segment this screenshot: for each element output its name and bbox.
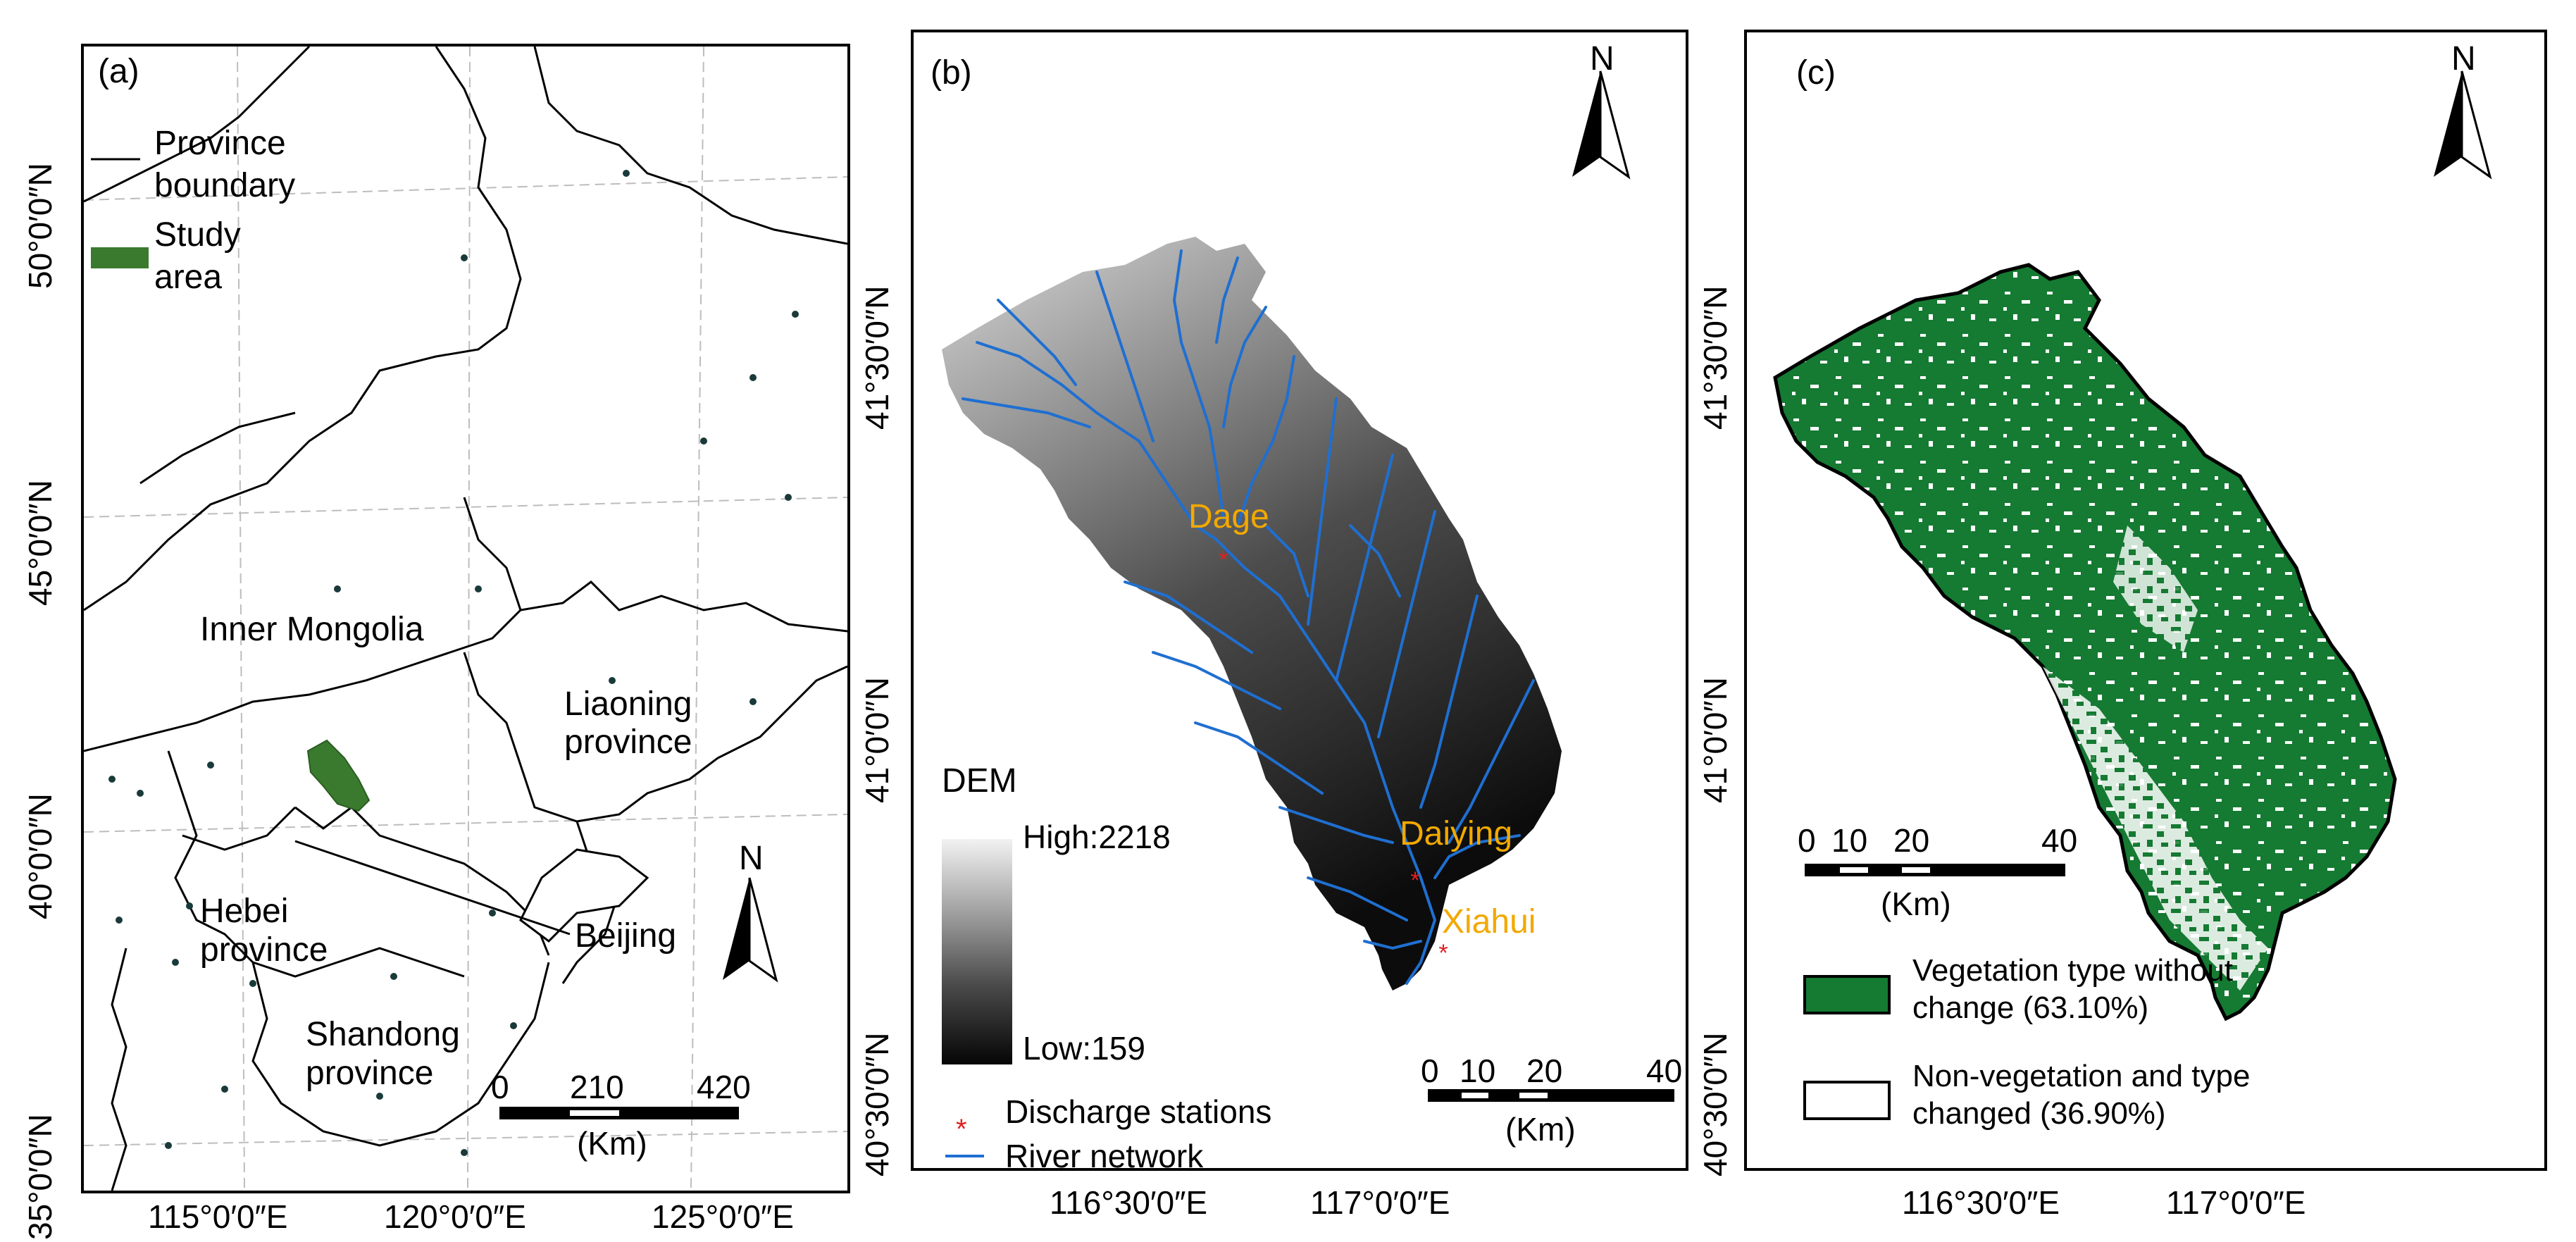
river-network bbox=[962, 249, 1535, 985]
region-shandong-line2: province bbox=[306, 1055, 434, 1092]
svg-text:*: * bbox=[1219, 547, 1228, 573]
city-beijing-label: Beijing bbox=[575, 917, 677, 955]
panel-a-map-drawing bbox=[84, 46, 847, 1191]
scale-bar-b bbox=[1428, 1089, 1674, 1102]
north-arrow-b bbox=[1572, 70, 1631, 180]
station-daiying-label: Daiying bbox=[1400, 815, 1513, 852]
svg-text:*: * bbox=[1410, 867, 1419, 894]
scale-b-tick-1: 10 bbox=[1460, 1052, 1496, 1089]
legend-nonveg-line2: changed (36.90%) bbox=[1912, 1096, 2166, 1131]
legend-vegetation-line1: Vegetation type without bbox=[1912, 953, 2233, 988]
beijing-pointer bbox=[294, 840, 571, 936]
scale-a-tick-0: 0 bbox=[491, 1069, 509, 1105]
legend-nonveg-line1: Non-vegetation and type bbox=[1912, 1059, 2251, 1093]
scale-c-tick-3: 40 bbox=[2041, 822, 2078, 859]
north-arrow-a bbox=[723, 877, 778, 983]
panel-a-map: (a) Province boundary Study area Inner M… bbox=[81, 44, 850, 1193]
panel-c-lat-4130: 41°30′0″N bbox=[1697, 285, 1734, 430]
legend-river-label: River network bbox=[1005, 1138, 1204, 1174]
station-dage-label: Dage bbox=[1188, 498, 1269, 535]
legend-stations-label: Discharge stations bbox=[1005, 1093, 1272, 1130]
city-dots bbox=[108, 170, 799, 1156]
panel-b-lon-11630: 116°30′0″E bbox=[1050, 1184, 1208, 1221]
changed-area-patch-2 bbox=[2113, 526, 2198, 652]
panel-c-lat-4030: 40°30′0″N bbox=[1697, 1032, 1734, 1176]
basin-dem-surface bbox=[942, 237, 1562, 991]
scale-c-tick-0: 0 bbox=[1798, 822, 1816, 859]
dem-legend-bar bbox=[942, 839, 1012, 1064]
changed-area-patch bbox=[2043, 666, 2268, 991]
panel-c-lon-11630: 116°30′0″E bbox=[1902, 1184, 2060, 1221]
panel-a-lon-125: 125°0′0″E bbox=[652, 1198, 794, 1235]
panel-a-graticule bbox=[84, 46, 847, 1191]
legend-vegetation-swatch bbox=[1803, 975, 1891, 1014]
panel-c-map-drawing bbox=[1773, 70, 2492, 1120]
panel-b-lat-4030: 40°30′0″N bbox=[859, 1032, 895, 1176]
panel-c-label: (c) bbox=[1796, 54, 1836, 92]
region-hebei-line2: province bbox=[200, 931, 328, 969]
region-hebei-line1: Hebei bbox=[200, 893, 289, 930]
scale-c-tick-2: 20 bbox=[1893, 822, 1930, 859]
region-shandong-line1: Shandong bbox=[306, 1016, 460, 1053]
panel-a-lon-115: 115°0′0″E bbox=[148, 1198, 288, 1235]
panel-c-lon-11700: 117°0′0″E bbox=[2166, 1184, 2306, 1221]
scale-c-unit: (Km) bbox=[1881, 886, 1951, 922]
scale-bar-a bbox=[499, 1107, 739, 1119]
panel-b-lat-4130: 41°30′0″N bbox=[859, 285, 895, 430]
panel-c-map: (c) N 0 10 20 40 (Km) Vegetation type wi… bbox=[1744, 30, 2547, 1171]
scale-b-tick-2: 20 bbox=[1526, 1052, 1563, 1089]
panel-a-label: (a) bbox=[98, 53, 139, 90]
legend-study-label-line1: Study bbox=[154, 216, 241, 254]
dem-legend-low: Low:159 bbox=[1023, 1030, 1145, 1067]
study-area-polygon bbox=[306, 739, 371, 812]
panel-a-lat-40: 40°0′0″N bbox=[22, 793, 58, 919]
region-inner-mongolia: Inner Mongolia bbox=[200, 611, 424, 648]
panel-a-lat-50: 50°0′0″N bbox=[22, 163, 58, 289]
north-arrow-c bbox=[2434, 70, 2492, 180]
north-label-b: N bbox=[1590, 40, 1614, 77]
dem-legend-high: High:2218 bbox=[1023, 819, 1171, 855]
dem-legend-title: DEM bbox=[942, 762, 1017, 800]
legend-station-symbol: * bbox=[956, 1114, 967, 1145]
bohai-bay bbox=[519, 848, 649, 943]
legend-nonveg-swatch bbox=[1803, 1081, 1891, 1120]
north-label-c: N bbox=[2451, 40, 2476, 77]
scale-b-tick-0: 0 bbox=[1421, 1052, 1439, 1089]
scale-a-tick-2: 420 bbox=[697, 1069, 751, 1105]
legend-province-label-line1: Province bbox=[154, 125, 286, 162]
panel-b-map-drawing: * * * * bbox=[942, 70, 1674, 1157]
legend-vegetation-line2: change (63.10%) bbox=[1912, 991, 2149, 1025]
scale-bar-c bbox=[1805, 864, 2065, 876]
scale-a-tick-1: 210 bbox=[570, 1069, 624, 1105]
discharge-station-markers: * * * bbox=[1219, 547, 1448, 967]
panel-a-lat-35: 35°0′0″N bbox=[22, 1114, 58, 1240]
scale-b-tick-3: 40 bbox=[1646, 1052, 1683, 1089]
basin-vegetation-map bbox=[1773, 263, 2397, 1021]
panel-b-map: * * * * (b) N Dage Daiying Xiahui DEM Hi… bbox=[911, 30, 1688, 1174]
panel-c-lat-4100: 41°0′0″N bbox=[1697, 677, 1734, 803]
legend-study-swatch bbox=[91, 247, 149, 268]
legend-study-label-line2: area bbox=[154, 259, 223, 296]
north-label-a: N bbox=[739, 840, 764, 877]
panel-a-lon-120: 120°0′0″E bbox=[384, 1198, 526, 1235]
panel-a-lat-45: 45°0′0″N bbox=[22, 480, 58, 606]
panel-b-label: (b) bbox=[931, 54, 972, 92]
region-liaoning-line2: province bbox=[564, 724, 692, 761]
station-xiahui-label: Xiahui bbox=[1442, 903, 1536, 940]
scale-b-unit: (Km) bbox=[1505, 1111, 1576, 1148]
panel-b-lon-11700: 117°0′0″E bbox=[1310, 1184, 1450, 1221]
scale-c-tick-1: 10 bbox=[1831, 822, 1868, 859]
region-liaoning-line1: Liaoning bbox=[564, 685, 692, 723]
svg-text:*: * bbox=[1438, 940, 1448, 967]
legend-province-label-line2: boundary bbox=[154, 167, 296, 204]
panel-b-lat-4100: 41°0′0″N bbox=[859, 677, 895, 803]
scale-a-unit: (Km) bbox=[577, 1125, 647, 1162]
